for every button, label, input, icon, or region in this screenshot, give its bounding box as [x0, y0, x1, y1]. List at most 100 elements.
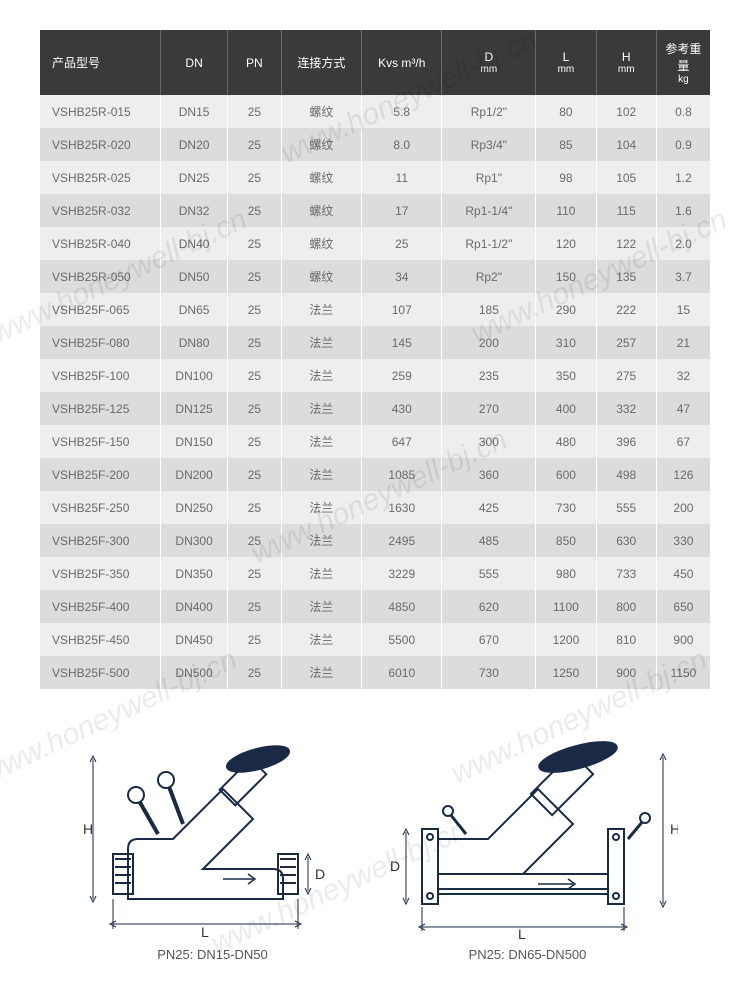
table-cell: 122	[596, 227, 656, 260]
table-cell: Rp1/2"	[442, 95, 536, 128]
table-cell: Rp1-1/2"	[442, 227, 536, 260]
col-header: 参考重量kg	[656, 30, 710, 95]
table-cell: 法兰	[281, 359, 361, 392]
table-cell: VSHB25R-050	[40, 260, 161, 293]
table-cell: 6010	[362, 656, 442, 689]
table-cell: 115	[596, 194, 656, 227]
table-cell: DN32	[161, 194, 228, 227]
table-cell: 730	[536, 491, 596, 524]
col-header: 产品型号	[40, 30, 161, 95]
table-row: VSHB25R-020DN2025螺纹8.0Rp3/4"851040.9	[40, 128, 710, 161]
table-cell: 222	[596, 293, 656, 326]
table-cell: 21	[656, 326, 710, 359]
table-cell: 107	[362, 293, 442, 326]
table-cell: 15	[656, 293, 710, 326]
table-cell: 185	[442, 293, 536, 326]
table-cell: DN250	[161, 491, 228, 524]
table-cell: VSHB25F-250	[40, 491, 161, 524]
table-cell: 1630	[362, 491, 442, 524]
table-cell: 310	[536, 326, 596, 359]
table-row: VSHB25F-450DN45025法兰55006701200810900	[40, 623, 710, 656]
table-row: VSHB25F-250DN25025法兰1630425730555200	[40, 491, 710, 524]
col-header: DN	[161, 30, 228, 95]
table-cell: 17	[362, 194, 442, 227]
table-row: VSHB25F-300DN30025法兰2495485850630330	[40, 524, 710, 557]
table-cell: 47	[656, 392, 710, 425]
table-cell: 270	[442, 392, 536, 425]
table-cell: 105	[596, 161, 656, 194]
table-cell: 25	[228, 227, 282, 260]
table-cell: 900	[596, 656, 656, 689]
table-cell: 1085	[362, 458, 442, 491]
table-cell: 200	[442, 326, 536, 359]
table-cell: 34	[362, 260, 442, 293]
table-row: VSHB25R-015DN1525螺纹5.8Rp1/2"801020.8	[40, 95, 710, 128]
dimension-diagrams: H L D PN25: DN15-DN50	[40, 729, 710, 962]
table-cell: 螺纹	[281, 194, 361, 227]
table-cell: 450	[656, 557, 710, 590]
table-cell: 3229	[362, 557, 442, 590]
table-cell: 98	[536, 161, 596, 194]
table-cell: 259	[362, 359, 442, 392]
table-cell: Rp1"	[442, 161, 536, 194]
table-cell: 0.9	[656, 128, 710, 161]
table-cell: DN350	[161, 557, 228, 590]
table-cell: 257	[596, 326, 656, 359]
table-cell: DN125	[161, 392, 228, 425]
table-cell: 126	[656, 458, 710, 491]
table-cell: 300	[442, 425, 536, 458]
table-cell: 25	[228, 95, 282, 128]
table-row: VSHB25F-125DN12525法兰43027040033247	[40, 392, 710, 425]
table-cell: 104	[596, 128, 656, 161]
table-cell: 235	[442, 359, 536, 392]
table-row: VSHB25F-100DN10025法兰25923535027532	[40, 359, 710, 392]
table-cell: 900	[656, 623, 710, 656]
table-row: VSHB25R-032DN3225螺纹17Rp1-1/4"1101151.6	[40, 194, 710, 227]
table-cell: Rp2"	[442, 260, 536, 293]
table-cell: DN100	[161, 359, 228, 392]
table-cell: 330	[656, 524, 710, 557]
table-cell: 法兰	[281, 425, 361, 458]
table-cell: 25	[228, 425, 282, 458]
table-row: VSHB25F-200DN20025法兰1085360600498126	[40, 458, 710, 491]
table-cell: 733	[596, 557, 656, 590]
table-cell: 647	[362, 425, 442, 458]
table-cell: 25	[228, 458, 282, 491]
table-cell: VSHB25F-500	[40, 656, 161, 689]
table-cell: 1.6	[656, 194, 710, 227]
table-cell: 25	[228, 491, 282, 524]
col-header: Lmm	[536, 30, 596, 95]
table-cell: 85	[536, 128, 596, 161]
table-cell: 法兰	[281, 491, 361, 524]
table-cell: 425	[442, 491, 536, 524]
table-cell: 1200	[536, 623, 596, 656]
table-cell: 275	[596, 359, 656, 392]
table-cell: VSHB25R-040	[40, 227, 161, 260]
diagram-flanged: H L D PN25: DN65-DN500	[378, 729, 678, 962]
table-cell: 1250	[536, 656, 596, 689]
table-cell: DN20	[161, 128, 228, 161]
table-cell: 法兰	[281, 656, 361, 689]
table-row: VSHB25F-400DN40025法兰48506201100800650	[40, 590, 710, 623]
table-cell: 25	[228, 260, 282, 293]
table-cell: Rp1-1/4"	[442, 194, 536, 227]
table-cell: 法兰	[281, 458, 361, 491]
table-cell: 200	[656, 491, 710, 524]
table-cell: 620	[442, 590, 536, 623]
table-cell: 850	[536, 524, 596, 557]
table-cell: VSHB25F-450	[40, 623, 161, 656]
table-cell: VSHB25F-200	[40, 458, 161, 491]
table-row: VSHB25R-040DN4025螺纹25Rp1-1/2"1201222.0	[40, 227, 710, 260]
table-cell: 630	[596, 524, 656, 557]
table-cell: 350	[536, 359, 596, 392]
table-cell: 555	[596, 491, 656, 524]
table-cell: VSHB25F-400	[40, 590, 161, 623]
table-cell: VSHB25F-065	[40, 293, 161, 326]
table-row: VSHB25F-065DN6525法兰10718529022215	[40, 293, 710, 326]
table-cell: 法兰	[281, 293, 361, 326]
table-cell: 25	[362, 227, 442, 260]
table-cell: 67	[656, 425, 710, 458]
col-header: 连接方式	[281, 30, 361, 95]
table-cell: 法兰	[281, 524, 361, 557]
table-cell: 1150	[656, 656, 710, 689]
